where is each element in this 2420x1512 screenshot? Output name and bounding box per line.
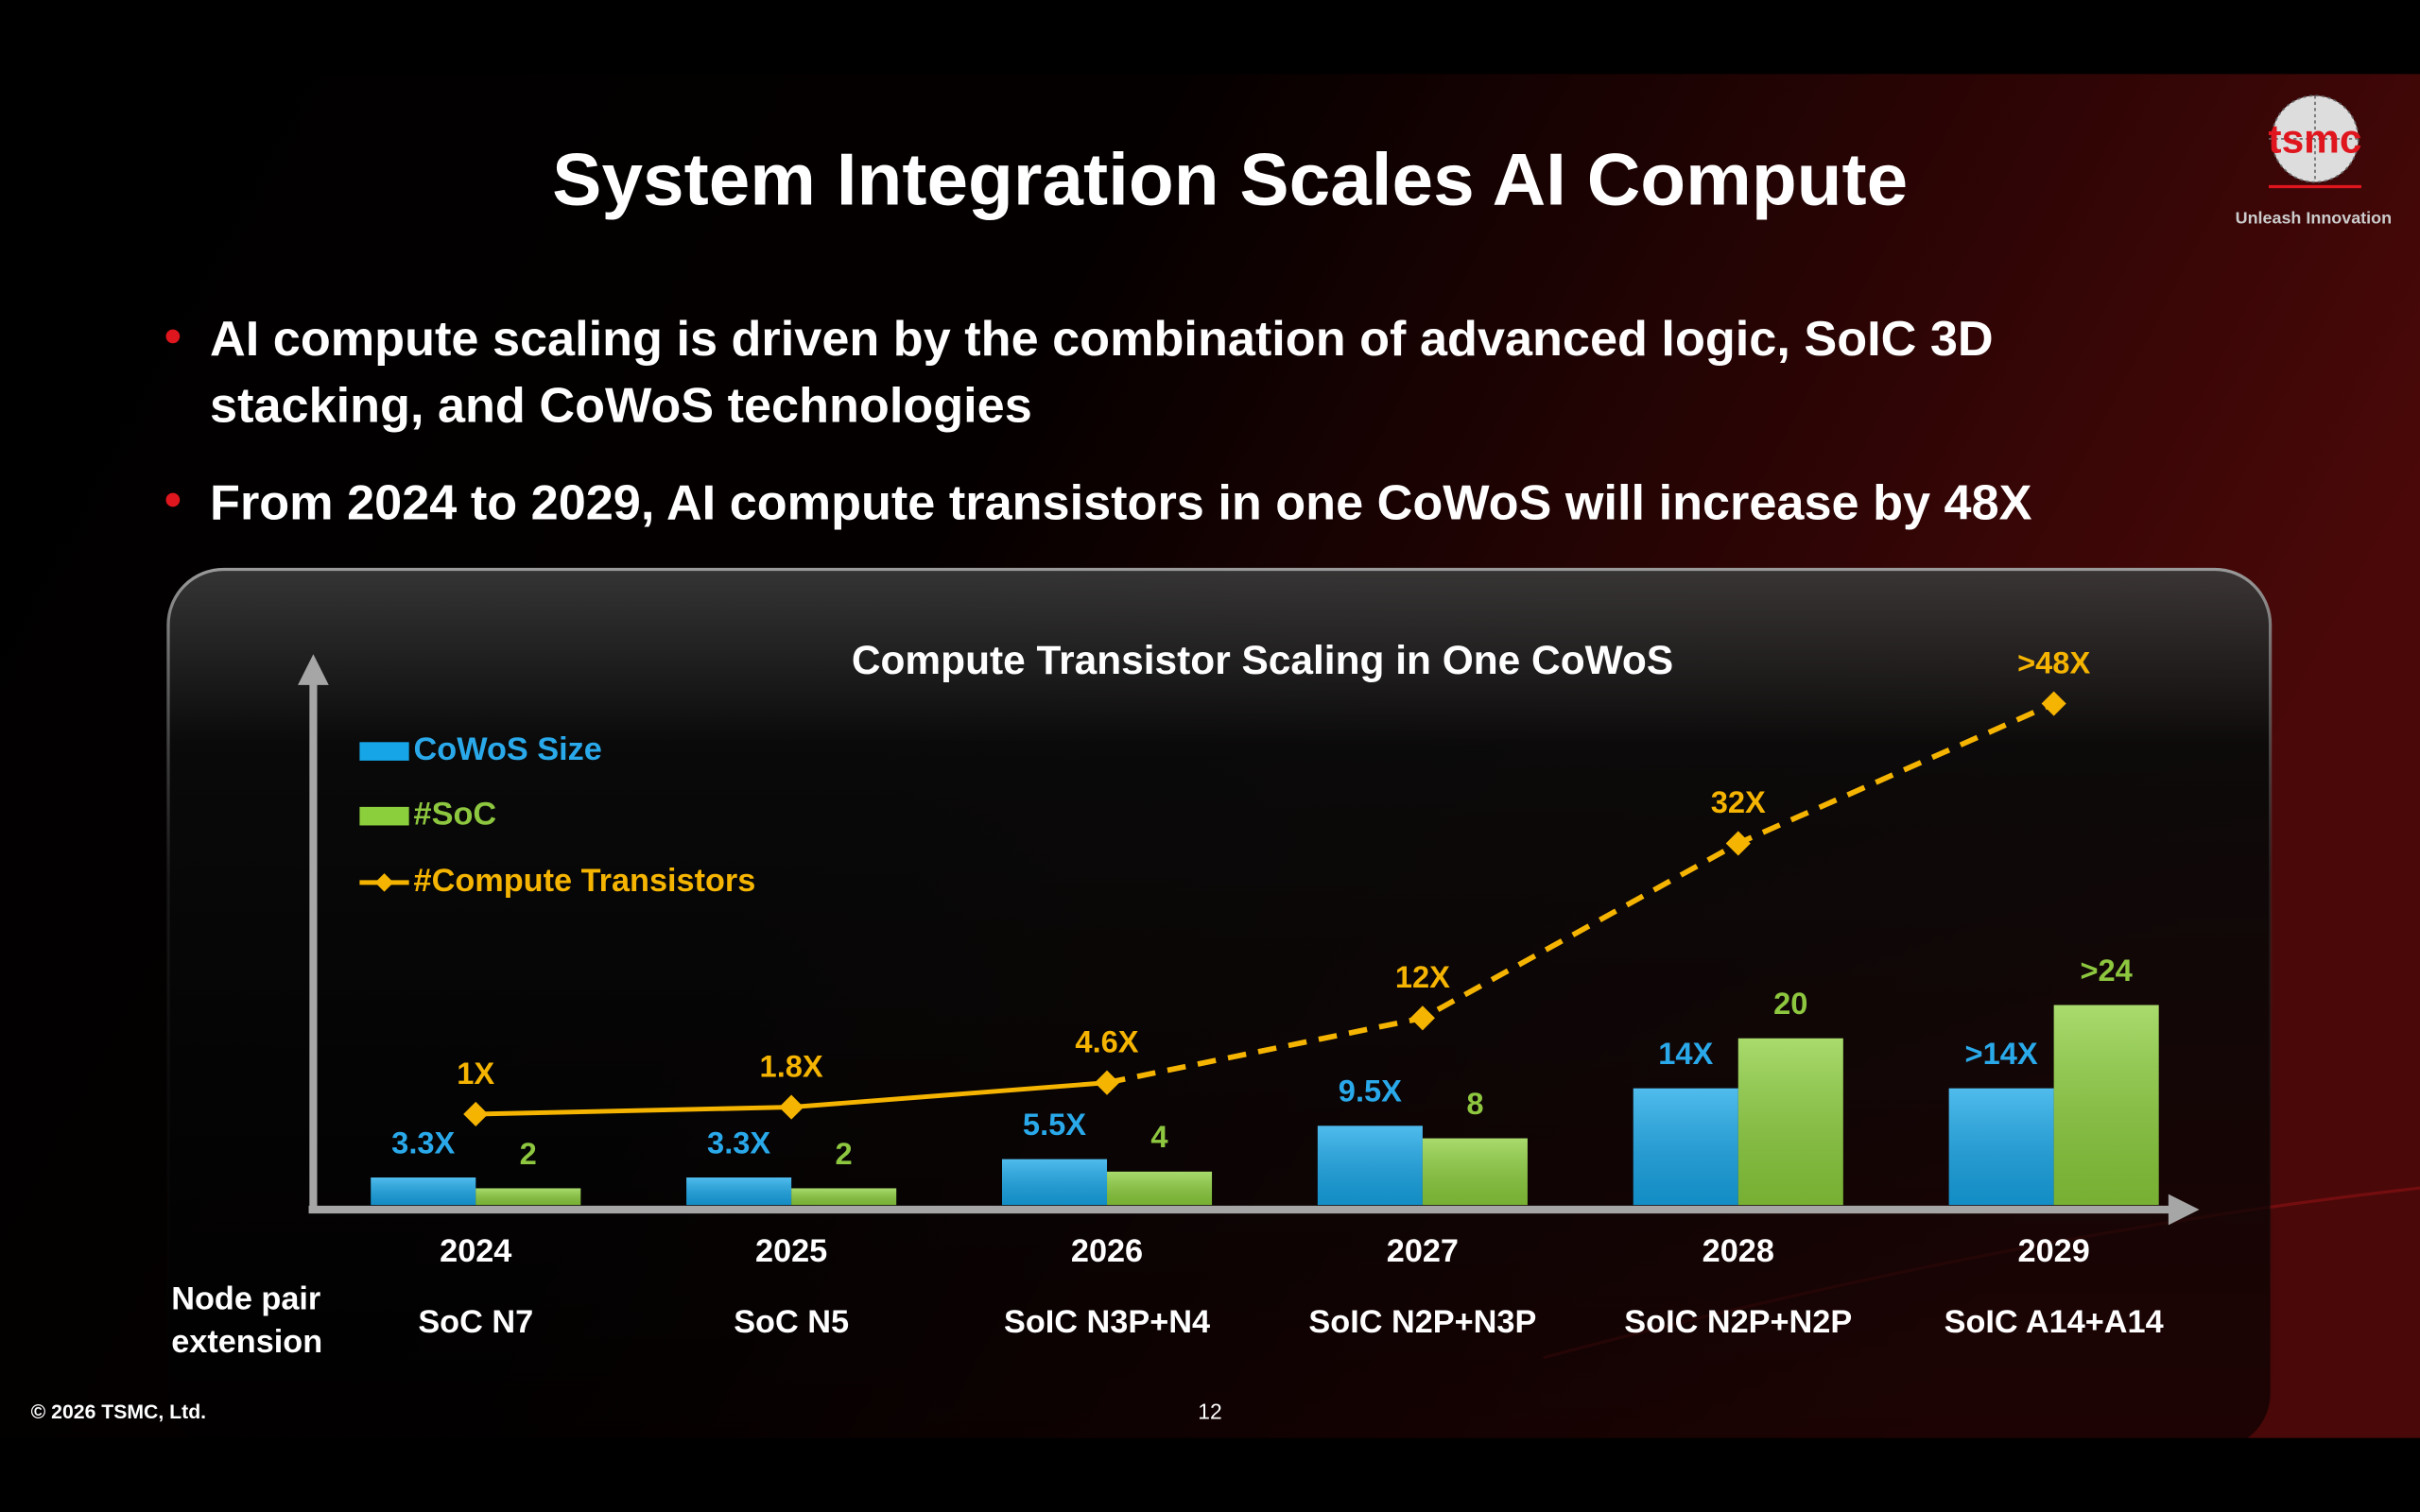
- row-label: extension: [171, 1324, 322, 1360]
- chart-title: Compute Transistor Scaling in One CoWoS: [852, 638, 1673, 682]
- x-tick-label: 2029: [2018, 1233, 2090, 1269]
- bar-sheen: [1107, 1171, 1213, 1206]
- x-tick-label: 2028: [1703, 1233, 1774, 1269]
- bar-sheen: [2053, 1005, 2159, 1206]
- logo-text: tsmc: [2268, 116, 2361, 161]
- data-label: 20: [1773, 986, 1807, 1021]
- legend-label: #Compute Transistors: [414, 863, 756, 899]
- data-label: 14X: [1658, 1036, 1713, 1071]
- data-label: 4.6X: [1075, 1024, 1138, 1059]
- data-label: 1X: [457, 1056, 494, 1091]
- bar-sheen: [371, 1177, 476, 1206]
- bullet-text: From 2024 to 2029, AI compute transistor…: [210, 475, 2032, 530]
- data-label: 32X: [1711, 784, 1766, 819]
- bar-sheen: [791, 1188, 897, 1206]
- bar-sheen: [1317, 1125, 1423, 1206]
- x-tick-label: 2025: [755, 1233, 827, 1269]
- x-tick-label: 2027: [1387, 1233, 1459, 1269]
- y-axis-arrow: [298, 654, 329, 685]
- bar-sheen: [1633, 1088, 1738, 1206]
- data-label: 9.5X: [1339, 1074, 1402, 1108]
- bar-sheen: [1737, 1038, 1843, 1206]
- bullet-text: stacking, and CoWoS technologies: [210, 378, 1032, 433]
- slide-title: System Integration Scales AI Compute: [552, 138, 1908, 221]
- bar-sheen: [686, 1177, 792, 1206]
- data-label: 2: [836, 1136, 853, 1171]
- x-axis-arrow: [2168, 1194, 2200, 1226]
- node-label: SoIC N3P+N4: [1004, 1304, 1210, 1340]
- line-marker: [1725, 831, 1751, 856]
- bar-sheen: [1002, 1159, 1108, 1206]
- logo: tsmc Unleash Innovation: [2236, 94, 2392, 228]
- data-label: >24: [2080, 953, 2132, 988]
- node-label: SoC N5: [734, 1304, 849, 1340]
- legend-swatch: [359, 806, 409, 826]
- bar-sheen: [475, 1188, 581, 1206]
- line-marker: [463, 1101, 489, 1127]
- data-label: 3.3X: [391, 1125, 455, 1160]
- footer: © 2026 TSMC, Ltd.: [31, 1401, 206, 1423]
- bullet-list: AI compute scaling is driven by the comb…: [165, 312, 2032, 530]
- bullet-dot: [165, 329, 181, 344]
- page-number: 12: [1198, 1400, 1221, 1424]
- row-label: Node pair: [171, 1280, 320, 1316]
- x-tick-label: 2026: [1071, 1233, 1143, 1269]
- legend-swatch: [359, 742, 409, 761]
- node-label: SoIC N2P+N2P: [1624, 1304, 1852, 1340]
- bullet-text: AI compute scaling is driven by the comb…: [210, 312, 1994, 367]
- logo-tagline: Unleash Innovation: [2236, 209, 2392, 228]
- line-dashed: [1106, 700, 2055, 1086]
- node-label: SoC N7: [418, 1304, 533, 1340]
- data-label: 4: [1150, 1119, 1167, 1154]
- line-marker: [1094, 1070, 1120, 1095]
- line-marker: [2041, 691, 2066, 716]
- data-label: 2: [520, 1136, 537, 1171]
- legend-label: CoWoS Size: [414, 731, 602, 767]
- x-tick-label: 2024: [440, 1233, 511, 1269]
- data-label: 8: [1466, 1086, 1483, 1121]
- data-label: 5.5X: [1023, 1107, 1086, 1142]
- bar-sheen: [1948, 1088, 2054, 1206]
- data-label: >48X: [2017, 644, 2090, 679]
- bar-sheen: [1422, 1138, 1528, 1206]
- data-label: 1.8X: [760, 1048, 823, 1083]
- data-label: 12X: [1395, 959, 1450, 994]
- legend-label: #SoC: [414, 797, 497, 833]
- chart-panel: [166, 567, 2273, 1451]
- node-label: SoIC A14+A14: [1945, 1304, 2164, 1340]
- line-marker: [779, 1094, 804, 1120]
- line-marker: [1409, 1005, 1435, 1031]
- bullet-dot: [165, 492, 181, 507]
- node-label: SoIC N2P+N3P: [1308, 1304, 1536, 1340]
- data-label: >14X: [1965, 1036, 2038, 1071]
- data-label: 3.3X: [707, 1125, 770, 1160]
